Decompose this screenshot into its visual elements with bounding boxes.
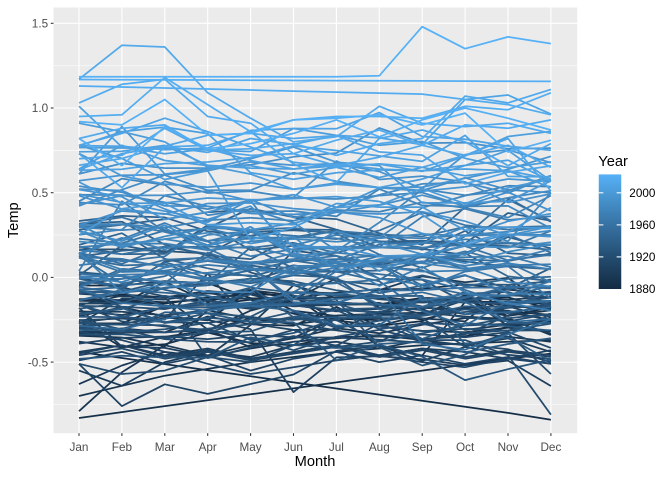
svg-text:Nov: Nov — [498, 441, 519, 454]
svg-text:1880: 1880 — [629, 283, 656, 296]
svg-text:Dec: Dec — [540, 441, 561, 454]
svg-text:Feb: Feb — [112, 441, 133, 454]
svg-text:2000: 2000 — [629, 187, 656, 200]
svg-text:0.5: 0.5 — [32, 187, 49, 200]
svg-text:1.5: 1.5 — [32, 18, 49, 31]
svg-text:Jul: Jul — [329, 441, 344, 454]
svg-text:Apr: Apr — [199, 441, 217, 454]
svg-text:Year: Year — [598, 154, 628, 170]
svg-text:Jan: Jan — [70, 441, 89, 454]
svg-text:-0.5: -0.5 — [28, 356, 49, 369]
svg-text:Sep: Sep — [412, 441, 433, 454]
svg-text:Jun: Jun — [284, 441, 303, 454]
svg-text:1960: 1960 — [629, 219, 656, 232]
svg-text:1920: 1920 — [629, 251, 656, 264]
svg-text:Mar: Mar — [155, 441, 175, 454]
svg-text:1.0: 1.0 — [32, 102, 49, 115]
svg-text:Month: Month — [295, 454, 336, 470]
svg-text:Oct: Oct — [456, 441, 475, 454]
svg-text:May: May — [240, 441, 262, 454]
svg-text:Aug: Aug — [369, 441, 390, 454]
svg-text:Temp: Temp — [6, 202, 22, 238]
svg-text:0.0: 0.0 — [32, 272, 49, 285]
